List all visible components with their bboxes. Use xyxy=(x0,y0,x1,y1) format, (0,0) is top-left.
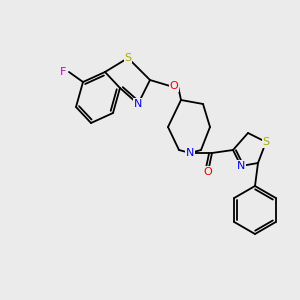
Text: S: S xyxy=(124,53,132,63)
Text: O: O xyxy=(204,167,212,177)
Text: S: S xyxy=(262,137,270,147)
Text: F: F xyxy=(60,67,66,77)
Text: N: N xyxy=(134,99,142,109)
Text: O: O xyxy=(169,81,178,91)
Text: N: N xyxy=(237,161,245,171)
Text: N: N xyxy=(186,148,194,158)
